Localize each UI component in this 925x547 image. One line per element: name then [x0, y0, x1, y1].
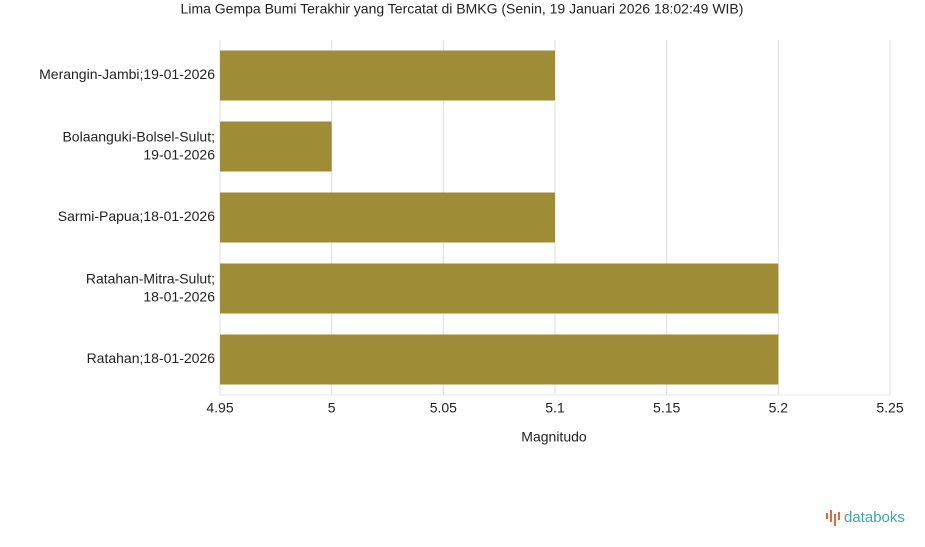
logo-bar	[834, 514, 836, 526]
brand-logo: databoks	[826, 509, 905, 526]
bar	[220, 334, 779, 385]
bar	[220, 192, 555, 243]
chart-title: Lima Gempa Bumi Terakhir yang Tercatat d…	[181, 1, 744, 17]
x-tick-label: 5.25	[876, 400, 903, 416]
bar	[220, 121, 332, 172]
y-tick-label: Ratahan;18-01-2026	[87, 350, 216, 366]
bar	[220, 50, 555, 101]
x-tick-label: 5.2	[769, 400, 789, 416]
x-tick-label: 5.05	[430, 400, 457, 416]
logo-bar	[830, 510, 832, 522]
brand-text: databoks	[844, 509, 905, 526]
y-tick-label: Merangin-Jambi;19-01-2026	[39, 66, 215, 82]
y-tick-label: Ratahan-Mitra-Sulut; 18-01-2026	[86, 270, 215, 304]
x-axis-label: Magnitudo	[521, 429, 587, 445]
y-tick-label: Bolaanguki-Bolsel-Sulut; 19-01-2026	[62, 128, 215, 162]
logo-bar	[826, 513, 828, 519]
y-tick-label: Sarmi-Papua;18-01-2026	[58, 208, 215, 224]
x-tick-label: 5.15	[653, 400, 680, 416]
x-tick-label: 4.95	[206, 400, 233, 416]
x-tick-label: 5.1	[545, 400, 565, 416]
x-tick-label: 5	[328, 400, 336, 416]
bar	[220, 263, 779, 314]
logo-bar	[838, 512, 840, 520]
